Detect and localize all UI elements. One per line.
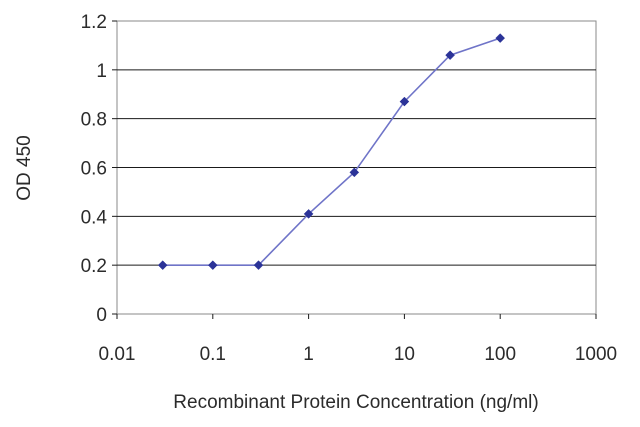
data-point bbox=[207, 260, 218, 271]
data-point bbox=[303, 209, 314, 219]
series-layer bbox=[157, 33, 506, 271]
y-tick-label: 0.6 bbox=[81, 159, 107, 180]
x-tick-label: 0.1 bbox=[200, 344, 226, 365]
x-axis-title: Recombinant Protein Concentration (ng/ml… bbox=[173, 392, 538, 413]
data-point bbox=[445, 50, 455, 61]
data-point bbox=[253, 260, 264, 271]
x-tick-label: 10 bbox=[394, 344, 415, 365]
y-axis-title: OD 450 bbox=[14, 135, 35, 200]
x-tick-label: 0.01 bbox=[99, 344, 136, 365]
y-tick-label: 0.2 bbox=[81, 256, 107, 277]
y-tick-label: 1.2 bbox=[81, 12, 107, 33]
data-point bbox=[349, 167, 360, 178]
y-tick-label: 1 bbox=[96, 61, 107, 82]
y-axis-ticks: 0 0.2 0.4 0.6 0.8 1 1.2 bbox=[81, 12, 117, 326]
y-tick-label: 0.8 bbox=[81, 110, 107, 131]
x-tick-label: 1 bbox=[303, 344, 314, 365]
data-point bbox=[495, 33, 506, 43]
series-line bbox=[162, 37, 501, 267]
x-tick-label: 1000 bbox=[575, 344, 617, 365]
x-axis-ticks: 0.01 0.1 1 10 100 1000 bbox=[99, 314, 617, 365]
y-tick-label: 0.4 bbox=[81, 207, 108, 228]
data-point bbox=[399, 96, 410, 107]
data-point bbox=[157, 260, 168, 271]
y-tick-label: 0 bbox=[96, 305, 107, 326]
x-tick-label: 100 bbox=[484, 344, 516, 365]
